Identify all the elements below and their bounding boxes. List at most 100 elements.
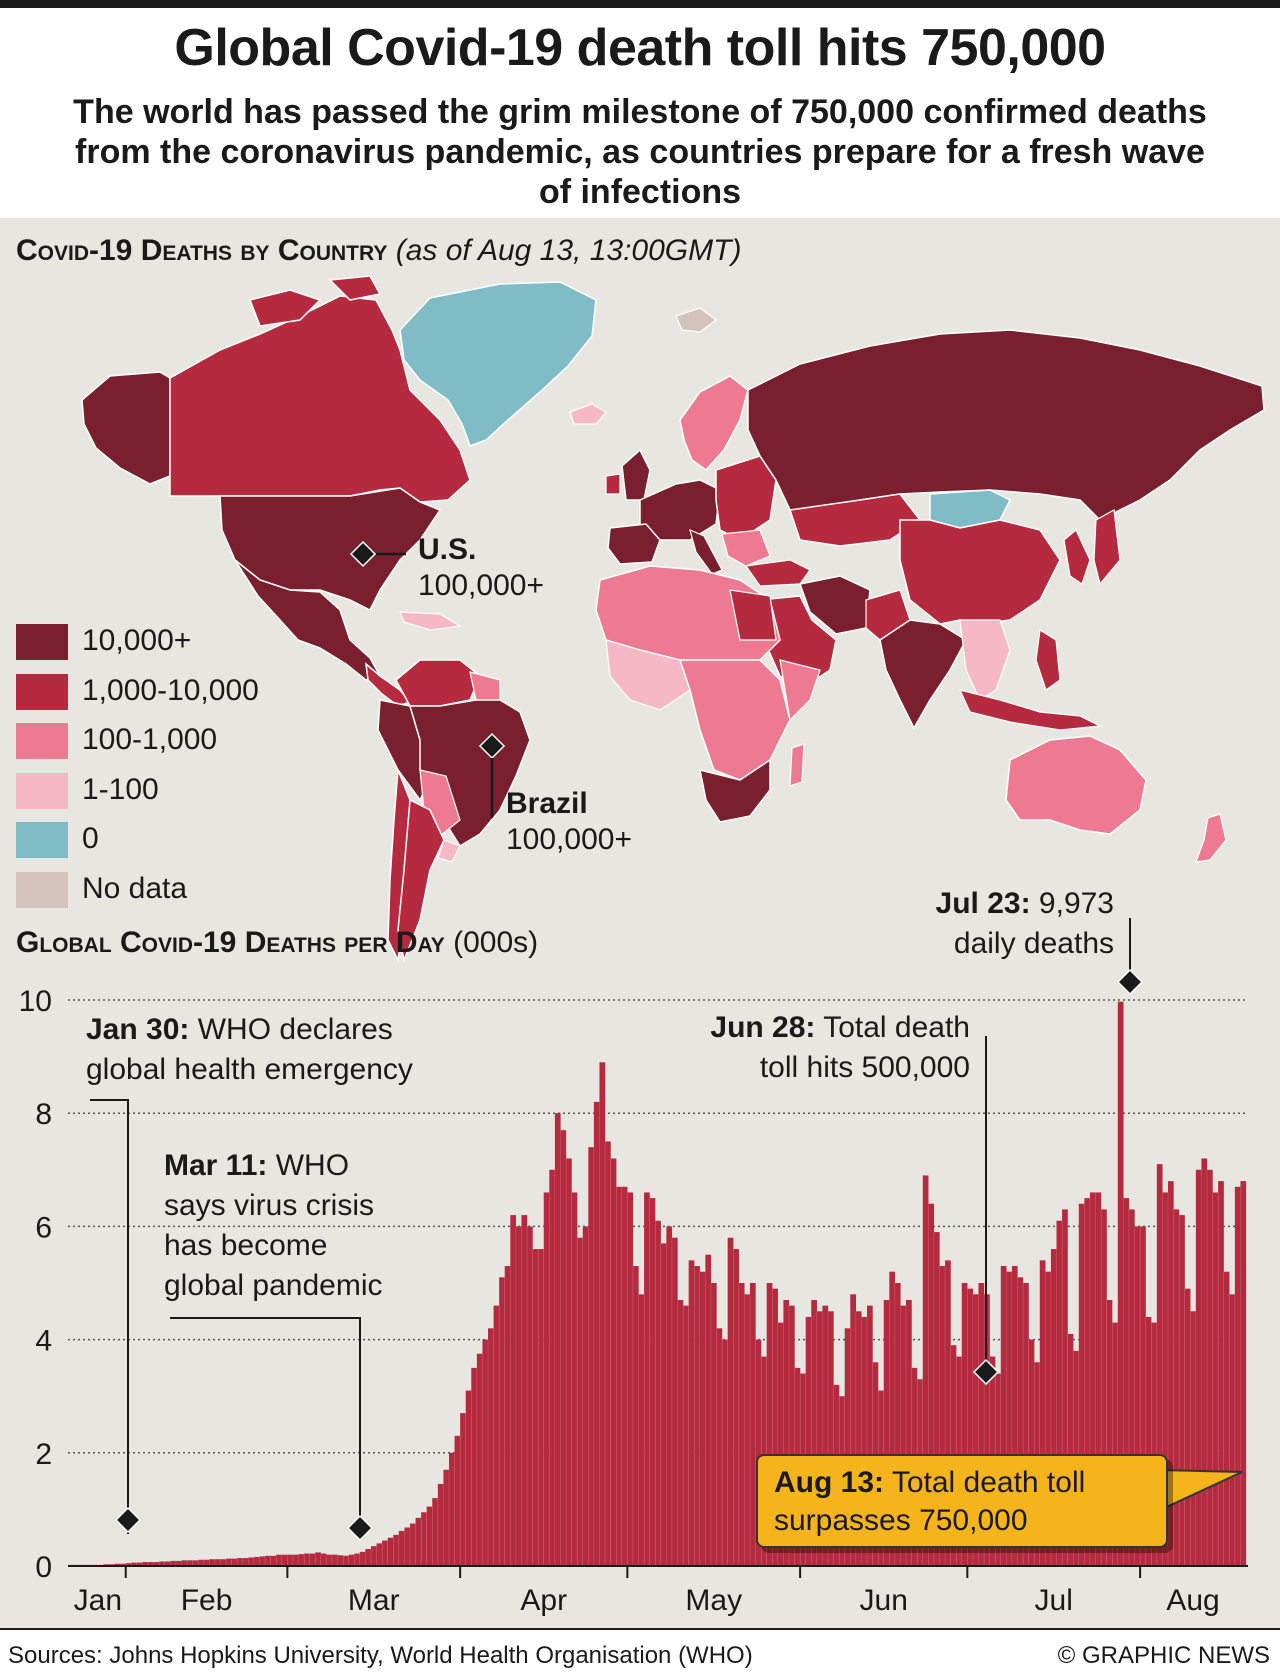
legend-swatch — [16, 822, 68, 858]
chart-bar — [984, 1294, 990, 1566]
chart-bar — [1212, 1192, 1219, 1566]
chart-bar — [370, 1546, 377, 1566]
chart-bar — [867, 1305, 873, 1566]
chart-y-tick-labels: 0 2 4 6 8 10 — [19, 985, 52, 1584]
chart-bar — [978, 1283, 985, 1566]
map-egypt — [729, 589, 777, 641]
chart-bar — [499, 1277, 505, 1566]
map-korea-japan — [1063, 509, 1121, 586]
chart-bar — [1173, 1209, 1180, 1566]
chart-bar — [298, 1554, 305, 1566]
chart-bar — [159, 1561, 165, 1566]
page-title: Global Covid-19 death toll hits 750,000 — [174, 19, 1106, 77]
chart-bar — [1056, 1220, 1063, 1566]
chart-bar — [811, 1299, 817, 1566]
legend-swatch — [16, 673, 68, 710]
chart-bar — [181, 1560, 188, 1566]
chart-bar — [131, 1562, 138, 1566]
chart-bar — [510, 1215, 517, 1566]
map-argentina — [397, 798, 445, 963]
chart-bar — [1095, 1192, 1102, 1566]
chart-bar — [164, 1561, 171, 1566]
jan30-leader-line — [90, 1099, 129, 1534]
annotation-mar11-text: global pandemic — [164, 1269, 383, 1302]
chart-bar — [660, 1243, 667, 1566]
chart-bar — [738, 1283, 745, 1566]
chart-bar — [198, 1559, 204, 1566]
chart-bar — [538, 1249, 544, 1566]
legend-swatch — [16, 723, 68, 759]
chart-bar — [1145, 1316, 1152, 1566]
chart-bar — [677, 1299, 684, 1566]
annotation-jan30-date: Jan 30: — [86, 1013, 190, 1046]
chart-bar — [449, 1452, 455, 1566]
chart-bar — [1000, 1266, 1007, 1566]
chart-bar — [928, 1203, 935, 1566]
chart-bar — [1223, 1271, 1230, 1566]
annotation-aug13-date: Aug 13: — [774, 1466, 885, 1499]
us-callout-value: 100,000+ — [418, 569, 544, 602]
legend-label: 1,000-10,000 — [82, 673, 259, 707]
brazil-callout-name: Brazil — [506, 787, 588, 820]
x-tick-label: Jul — [1035, 1584, 1073, 1617]
chart-bar — [816, 1311, 823, 1566]
chart-bar — [359, 1551, 366, 1566]
annotation-mar11-text: WHO — [275, 1149, 350, 1182]
x-tick-label: Jun — [860, 1584, 908, 1617]
chart-bar — [1167, 1181, 1174, 1566]
chart-bar — [961, 1283, 968, 1566]
chart-bar — [883, 1299, 890, 1566]
chart-bar — [136, 1562, 143, 1566]
annotation-mar11-date: Mar 11: — [164, 1149, 268, 1182]
x-tick-label: Apr — [520, 1584, 567, 1617]
chart-bar — [532, 1249, 539, 1566]
chart-bar — [889, 1271, 896, 1566]
chart-bar — [900, 1305, 907, 1566]
map-canada-islands — [248, 275, 382, 327]
chart-bar — [1128, 1209, 1135, 1566]
chart-bar — [666, 1226, 673, 1566]
map-scandinavia — [679, 375, 749, 471]
world-map — [81, 275, 1265, 963]
sources-text: Sources: Johns Hopkins University, World… — [8, 1642, 753, 1669]
chart-bar — [560, 1130, 567, 1566]
y-tick-label: 0 — [35, 1551, 52, 1584]
map-colombia-venezuela — [395, 659, 481, 707]
chart-bar — [320, 1553, 327, 1566]
chart-bar — [621, 1186, 628, 1566]
chart-bar — [476, 1353, 483, 1566]
chart-bar — [1218, 1181, 1224, 1566]
chart-bar — [638, 1294, 645, 1566]
chart-bar — [393, 1534, 399, 1566]
map-caribbean — [399, 611, 462, 631]
map-iberia — [607, 523, 661, 565]
legend-label: No data — [82, 871, 188, 905]
chart-bar — [253, 1556, 260, 1566]
chart-bar — [354, 1553, 360, 1566]
jul23-marker — [1116, 968, 1144, 996]
legend-label: 100-1,000 — [82, 723, 218, 756]
map-west-africa — [605, 639, 691, 711]
map-heading-note: (as of Aug 13, 13:00GMT) — [395, 234, 742, 267]
chart-bar — [265, 1555, 271, 1566]
jun28-marker — [972, 1358, 1000, 1386]
chart-bars — [70, 1001, 1247, 1566]
chart-bar — [471, 1367, 478, 1566]
x-tick-label: Feb — [181, 1584, 233, 1617]
chart-bar — [398, 1530, 405, 1566]
map-alaska — [81, 371, 171, 485]
map-heading-text: Covid-19 Deaths by Country — [16, 234, 388, 267]
annotation-mar11: Mar 11: WHO says virus crisis has become… — [164, 1146, 382, 1306]
chart-bar — [214, 1559, 221, 1566]
chart-bar — [543, 1192, 550, 1566]
chart-heading-unit: (000s) — [453, 926, 539, 959]
chart-bar — [276, 1554, 282, 1566]
chart-bar — [710, 1283, 717, 1566]
chart-bar — [304, 1553, 310, 1566]
annotation-aug13: Aug 13: Total death toll surpasses 750,0… — [774, 1464, 1085, 1540]
chart-bar — [549, 1169, 556, 1566]
chart-bar — [365, 1549, 372, 1566]
chart-bar — [722, 1339, 728, 1566]
chart-bar — [939, 1266, 946, 1566]
chart-bar — [209, 1559, 216, 1566]
